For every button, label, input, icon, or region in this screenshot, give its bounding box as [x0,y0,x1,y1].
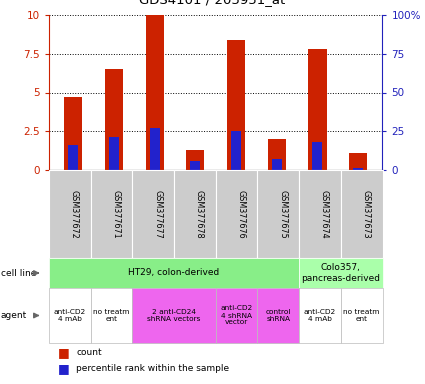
Bar [145,15,164,170]
Text: GSM377674: GSM377674 [320,190,329,238]
Text: anti-CD2
4 shRNA
vector: anti-CD2 4 shRNA vector [221,306,253,326]
Bar [268,139,286,170]
Text: GSM377675: GSM377675 [278,190,287,238]
Text: no treatm
ent: no treatm ent [93,309,130,322]
Text: no treatm
ent: no treatm ent [343,309,380,322]
Text: GSM377677: GSM377677 [153,190,162,238]
Text: GSM377672: GSM377672 [70,190,79,238]
Text: GSM377678: GSM377678 [195,190,204,238]
Text: GSM377676: GSM377676 [237,190,246,238]
Text: anti-CD2
4 mAb: anti-CD2 4 mAb [54,309,86,322]
Bar [272,159,282,170]
Text: GSM377671: GSM377671 [111,190,120,238]
Bar [105,69,123,170]
Text: percentile rank within the sample: percentile rank within the sample [76,364,230,373]
Bar [68,145,78,170]
Text: anti-CD2
4 mAb: anti-CD2 4 mAb [304,309,336,322]
Bar [227,40,245,170]
Text: GDS4101 / 205951_at: GDS4101 / 205951_at [139,0,286,6]
Bar [353,168,363,170]
Bar [150,128,160,170]
Bar [308,49,326,170]
Bar [312,142,323,170]
Text: ■: ■ [57,362,69,375]
Bar [109,137,119,170]
Text: GSM377673: GSM377673 [362,190,371,238]
Bar [231,131,241,170]
Text: 2 anti-CD24
shRNA vectors: 2 anti-CD24 shRNA vectors [147,309,201,322]
Text: control
shRNA: control shRNA [266,309,291,322]
Bar [186,150,204,170]
Bar [349,153,367,170]
Text: Colo357,
pancreas-derived: Colo357, pancreas-derived [301,263,380,283]
Bar [190,161,201,170]
Text: ■: ■ [57,346,69,359]
Text: count: count [76,348,102,357]
Text: HT29, colon-derived: HT29, colon-derived [128,268,220,278]
Text: agent: agent [1,311,27,320]
Bar [64,97,82,170]
Text: cell line: cell line [1,268,36,278]
